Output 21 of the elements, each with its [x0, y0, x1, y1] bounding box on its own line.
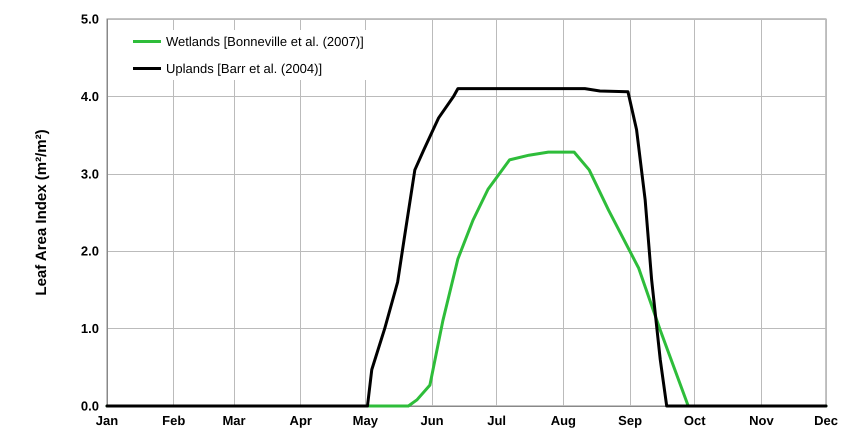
- x-tick-label: Feb: [162, 413, 186, 428]
- x-tick-label: Mar: [222, 413, 246, 428]
- x-tick-label: Jan: [96, 413, 118, 428]
- y-tick-label: 1.0: [80, 321, 99, 336]
- x-tick-label: Sep: [618, 413, 642, 428]
- x-tick-label: Jul: [487, 413, 506, 428]
- y-tick-label: 4.0: [80, 88, 99, 104]
- x-tick-label: Dec: [814, 413, 838, 428]
- x-tick-label: Aug: [550, 413, 576, 428]
- y-tick-label: 5.0: [80, 12, 99, 26]
- x-tick-label: Jun: [420, 413, 444, 428]
- y-tick-label: 2.0: [80, 244, 99, 259]
- y-axis-title: Leaf Area Index (m²/m²): [33, 129, 50, 296]
- x-tick-label: Oct: [684, 413, 706, 428]
- legend-label: Uplands [Barr et al. (2004)]: [166, 61, 322, 76]
- y-tick-label: 0.0: [80, 398, 99, 414]
- x-tick-label: Apr: [290, 413, 312, 428]
- legend-label: Wetlands [Bonneville et al. (2007)]: [166, 34, 364, 49]
- x-tick-label: Nov: [749, 413, 774, 428]
- y-tick-label: 3.0: [80, 166, 99, 182]
- x-tick-label: May: [352, 413, 379, 428]
